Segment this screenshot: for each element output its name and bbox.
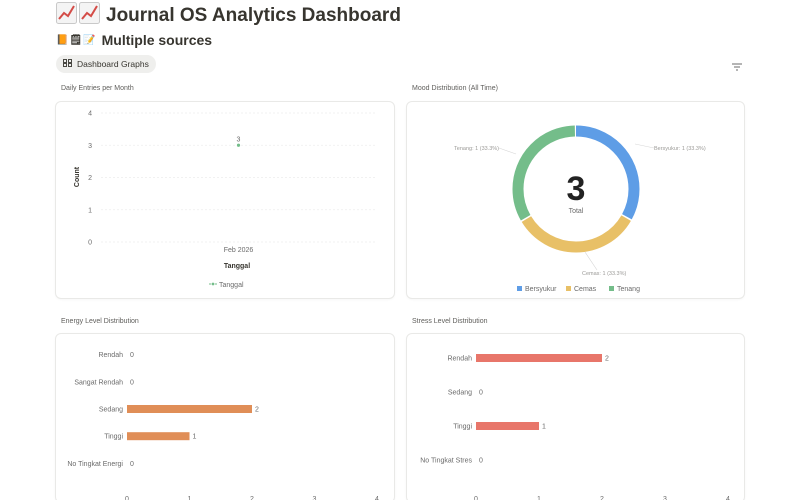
legend-label: Tenang — [617, 286, 640, 293]
chart-card-stress-level: Rendah 2 Sedang 0 Tinggi 1 No Tingkat Stres 0 0 1… — [406, 333, 745, 500]
x-tick-label: 0 — [474, 496, 478, 500]
y-tick-label: 4 — [88, 111, 92, 118]
x-tick-label: 3 — [313, 496, 317, 500]
data-label: 1 — [193, 434, 197, 441]
y-tick-label: Tinggi — [104, 434, 123, 441]
x-tick-label: 2 — [600, 496, 604, 500]
view-tab-dashboard-graphs[interactable]: Dashboard Graphs — [56, 55, 156, 73]
page-subtitle-text: Multiple sources — [101, 32, 213, 48]
data-label: 2 — [605, 356, 609, 363]
chart-label-stress-level: Stress Level Distribution — [412, 318, 488, 325]
page-title: Journal OS Analytics Dashboard — [56, 2, 401, 30]
slice-label-leader — [634, 143, 655, 149]
legend-marker — [211, 282, 215, 286]
bar — [476, 422, 539, 430]
legend-swatch — [517, 286, 522, 291]
stress-level-chart: Rendah 2 Sedang 0 Tinggi 1 No Tingkat Stres 0 0 1… — [420, 354, 730, 500]
x-axis-title: Tanggal — [224, 263, 250, 270]
slice-label: Tenang: 1 (33.3%) — [454, 146, 499, 152]
donut-center-label: Total — [569, 208, 584, 215]
chart-label-mood-distribution: Mood Distribution (All Time) — [412, 85, 498, 92]
y-tick-label: Sedang — [99, 407, 123, 414]
chart-label-energy-level: Energy Level Distribution — [61, 318, 139, 325]
slice-label: Cemas: 1 (33.3%) — [582, 271, 626, 277]
legend-label: Bersyukur — [525, 286, 557, 293]
y-tick-label: Sedang — [448, 390, 472, 397]
data-label: 0 — [130, 352, 134, 359]
data-label: 0 — [479, 390, 483, 397]
chart-card-energy-level: Rendah 0 Sangat Rendah 0 Sedang 2 Tinggi 1 No Ti… — [55, 333, 395, 500]
page-title-text: Journal OS Analytics Dashboard — [106, 5, 401, 26]
view-tab-label: Dashboard Graphs — [77, 59, 149, 69]
slice-label: Bersyukur: 1 (33.3%) — [654, 146, 706, 152]
y-tick-label: 2 — [88, 175, 92, 182]
y-tick-label: No Tingkat Energi — [67, 461, 123, 468]
y-tick-label: 0 — [88, 240, 92, 247]
x-tick-label: 4 — [375, 496, 379, 500]
x-tick-label: 1 — [537, 496, 541, 500]
x-tick-label: Feb 2026 — [224, 247, 254, 254]
legend-label: Tanggal — [219, 282, 244, 289]
data-label: 3 — [237, 136, 241, 143]
y-tick-label: Sangat Rendah — [74, 379, 123, 386]
donut-slice — [512, 125, 640, 253]
data-label: 1 — [542, 424, 546, 431]
data-label: 0 — [130, 379, 134, 386]
page-subtitle: 📙🗒📝 Multiple sources — [56, 31, 212, 49]
y-axis-title: Count — [74, 166, 81, 187]
slice-label-leader — [498, 147, 517, 155]
bar — [127, 405, 252, 413]
grid-icon — [63, 59, 72, 69]
y-tick-label: 3 — [88, 143, 92, 150]
data-label: 0 — [479, 458, 483, 465]
y-tick-label: 1 — [88, 207, 92, 214]
x-tick-label: 0 — [125, 496, 129, 500]
bar — [476, 354, 602, 362]
x-tick-label: 2 — [250, 496, 254, 500]
x-tick-label: 1 — [188, 496, 192, 500]
chart-increasing-icon — [56, 2, 100, 30]
x-tick-label: 4 — [726, 496, 730, 500]
legend-label: Cemas — [574, 286, 597, 293]
y-tick-label: Rendah — [447, 356, 472, 363]
energy-level-chart: Rendah 0 Sangat Rendah 0 Sedang 2 Tinggi 1 No Ti… — [67, 352, 379, 500]
daily-entries-chart: 0 1 2 3 4 Feb 2026 3 Count Tanggal Tanggal — [74, 111, 376, 289]
chart-label-daily-entries: Daily Entries per Month — [61, 85, 134, 92]
legend-swatch — [609, 286, 614, 291]
notebook-icons: 📙🗒📝 — [56, 34, 97, 46]
bar — [127, 432, 190, 441]
donut-slice — [512, 125, 640, 253]
chart-card-mood-distribution: 3 Total Bersyukur: 1 (33.3%) Cemas: 1 (33.3… — [406, 101, 745, 299]
y-tick-label: Tinggi — [453, 424, 472, 431]
donut-center-value: 3 — [567, 170, 586, 208]
y-tick-label: No Tingkat Stres — [420, 458, 472, 465]
data-label: 0 — [130, 461, 134, 468]
x-tick-label: 3 — [663, 496, 667, 500]
data-label: 2 — [255, 407, 259, 414]
y-tick-label: Rendah — [98, 352, 123, 359]
chart-card-daily-entries: 0 1 2 3 4 Feb 2026 3 Count Tanggal Tanggal — [55, 101, 395, 299]
data-point — [236, 143, 241, 147]
legend-swatch — [566, 286, 571, 291]
slice-label-leader — [584, 251, 598, 271]
donut-slice — [512, 125, 640, 253]
filter-icon[interactable] — [731, 59, 743, 71]
